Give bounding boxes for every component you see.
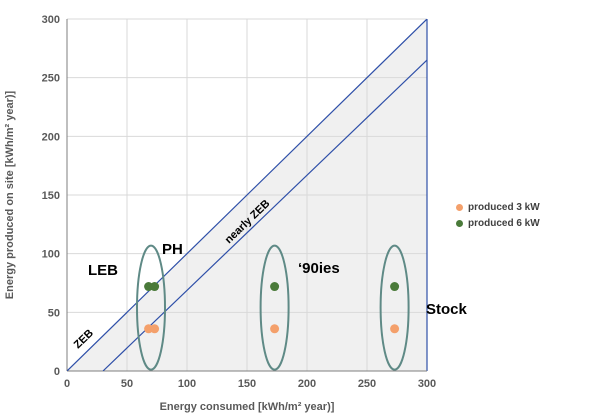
point-produced-6kw	[150, 282, 160, 292]
y-axis-title: Energy produced on site [kWh/m² year)]	[4, 90, 16, 299]
x-axis-title: Energy consumed [kWh/m² year)]	[160, 401, 335, 413]
x-tick-label: 200	[298, 378, 316, 390]
group-ellipse	[259, 244, 290, 371]
y-tick-label: 250	[42, 73, 60, 85]
nearly-zeb-line	[102, 59, 427, 371]
legend-item-6kw: produced 6 kW	[456, 215, 540, 231]
x-tick-label: 250	[358, 378, 376, 390]
legend-label-3kw: produced 3 kW	[468, 201, 540, 213]
y-tick-label: 300	[42, 14, 60, 26]
y-tick-label: 50	[48, 307, 60, 319]
y-tick-label: 0	[54, 366, 60, 378]
legend: produced 3 kW produced 6 kW	[456, 199, 540, 231]
group-ellipse-layer	[136, 244, 410, 371]
point-produced-3kw	[270, 324, 280, 334]
group-label-ph: PH	[162, 241, 183, 258]
group-label-stock: Stock	[426, 301, 468, 318]
x-tick-label: 50	[121, 378, 133, 390]
tick-label-layer: 0 50 100 150 200 250 300 0 50 100 150 200 250 300	[42, 14, 437, 390]
point-produced-6kw	[390, 282, 400, 292]
legend-marker-6kw	[456, 219, 463, 227]
group-label-leb: LEB	[88, 262, 118, 279]
group-ellipse	[136, 244, 166, 371]
zeb-line	[67, 19, 427, 371]
y-tick-label: 100	[42, 249, 60, 261]
y-tick-label: 150	[42, 190, 60, 202]
reference-line-layer	[67, 19, 427, 371]
legend-marker-3kw	[456, 203, 463, 211]
point-produced-6kw	[270, 282, 280, 292]
group-label-90ies: ‘90ies	[298, 260, 340, 277]
point-produced-3kw	[150, 324, 160, 334]
point-produced-3kw	[390, 324, 400, 334]
group-ellipse	[379, 244, 410, 371]
data-point-layer	[144, 282, 400, 334]
legend-label-6kw: produced 6 kW	[468, 217, 540, 229]
x-tick-label: 0	[64, 378, 70, 390]
x-tick-label: 300	[418, 378, 436, 390]
y-tick-label: 200	[42, 131, 60, 143]
legend-item-3kw: produced 3 kW	[456, 199, 540, 215]
x-tick-label: 100	[178, 378, 196, 390]
x-tick-label: 150	[238, 378, 256, 390]
